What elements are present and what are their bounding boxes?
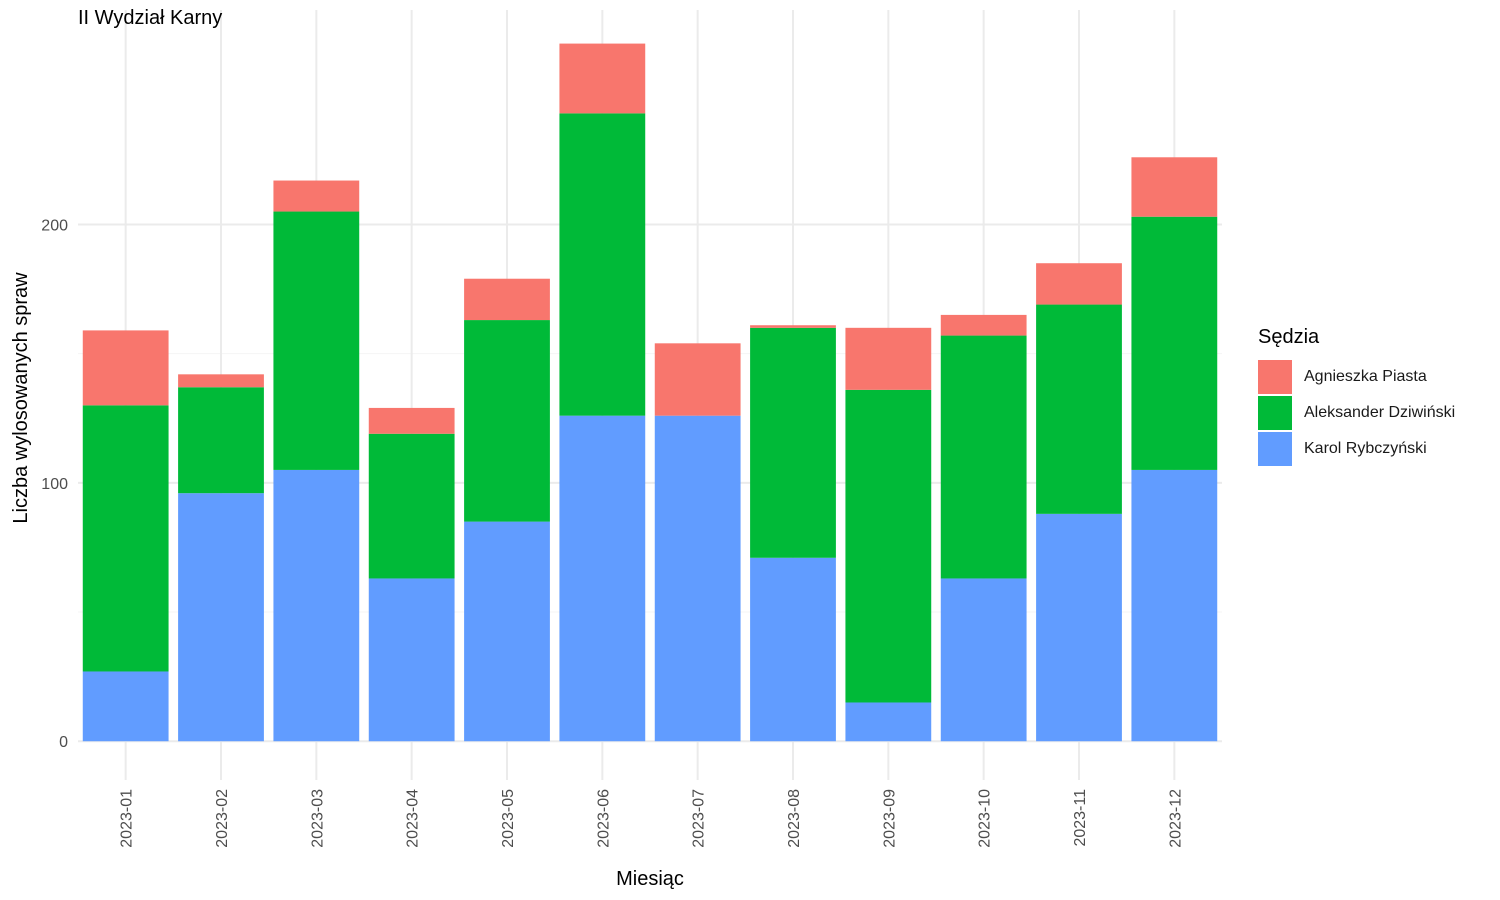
bar-segment — [273, 180, 360, 212]
legend-items: Agnieszka Piasta Aleksander Dziwiński Karo… — [1258, 359, 1455, 467]
legend-label: Aleksander Dziwiński — [1304, 404, 1456, 421]
x-tick-label: 2023-11 — [1072, 789, 1089, 847]
legend-title: Sędzia — [1258, 326, 1320, 348]
bar-segment — [82, 330, 169, 406]
bar-segment — [940, 335, 1027, 579]
bar-segment — [750, 327, 836, 558]
x-tick-label: 2023-06 — [595, 789, 612, 848]
bar-segment — [845, 389, 932, 703]
x-tick-label: 2023-09 — [881, 789, 898, 848]
x-axis-label: Miesiąc — [616, 868, 684, 890]
bar-segment — [845, 327, 932, 390]
legend-key — [1258, 396, 1292, 430]
bar-segment — [1036, 304, 1122, 514]
legend: Sędzia Agnieszka Piasta Aleksander Dziwiń… — [1258, 326, 1455, 467]
bar-segment — [750, 325, 836, 328]
bar-segment — [82, 671, 169, 742]
y-axis: 0 100 200 — [41, 217, 68, 751]
bar-segment — [559, 113, 646, 416]
x-tick-label: 2023-03 — [309, 789, 326, 848]
y-tick-label: 200 — [41, 217, 68, 234]
legend-item: Karol Rybczyński — [1258, 431, 1455, 467]
x-tick-label: 2023-10 — [977, 789, 994, 848]
bar-segment — [940, 578, 1027, 742]
y-tick-label: 0 — [59, 734, 68, 751]
bar-segment — [1131, 157, 1218, 217]
x-tick-label: 2023-01 — [119, 789, 136, 848]
legend-item: Agnieszka Piasta — [1258, 359, 1455, 395]
bar-segment — [845, 702, 932, 742]
bar-segment — [178, 387, 264, 494]
bar-segment — [464, 278, 550, 321]
bar-segment — [940, 314, 1027, 336]
x-tick-label: 2023-12 — [1167, 789, 1184, 848]
bar-segment — [559, 43, 646, 114]
legend-item: Aleksander Dziwiński — [1258, 395, 1455, 431]
bar-segment — [750, 557, 836, 742]
chart-title: II Wydział Karny — [78, 7, 223, 29]
bar-segment — [178, 493, 264, 742]
bar-segment — [464, 320, 550, 522]
bar-segment — [464, 521, 550, 742]
x-tick-label: 2023-02 — [214, 789, 231, 848]
y-axis-label: Liczba wylosowanych spraw — [10, 272, 32, 524]
bar-segment — [1036, 513, 1122, 742]
bar-segment — [559, 415, 646, 742]
bars-group — [82, 43, 1218, 742]
bar-segment — [1131, 216, 1218, 470]
bar-segment — [178, 374, 264, 388]
x-tick-label: 2023-05 — [500, 789, 517, 848]
bar-segment — [1131, 469, 1218, 742]
bar-segment — [654, 343, 741, 416]
bar-segment — [654, 415, 741, 742]
bar-segment — [368, 433, 455, 579]
x-tick-label: 2023-04 — [405, 789, 422, 848]
legend-key — [1258, 360, 1292, 394]
bar-segment — [273, 211, 360, 470]
bar-segment — [273, 469, 360, 742]
bar-segment — [1036, 263, 1122, 305]
legend-key — [1258, 432, 1292, 466]
bar-segment — [368, 407, 455, 434]
bar-segment — [368, 578, 455, 742]
y-tick-label: 100 — [41, 476, 68, 493]
x-axis: 2023-01 2023-02 2023-03 2023-04 2023-05 2023-… — [119, 789, 1185, 848]
legend-label: Agnieszka Piasta — [1304, 368, 1427, 385]
x-tick-label: 2023-08 — [786, 789, 803, 848]
legend-label: Karol Rybczyński — [1304, 440, 1427, 457]
bar-segment — [82, 405, 169, 672]
x-tick-label: 2023-07 — [691, 789, 708, 848]
